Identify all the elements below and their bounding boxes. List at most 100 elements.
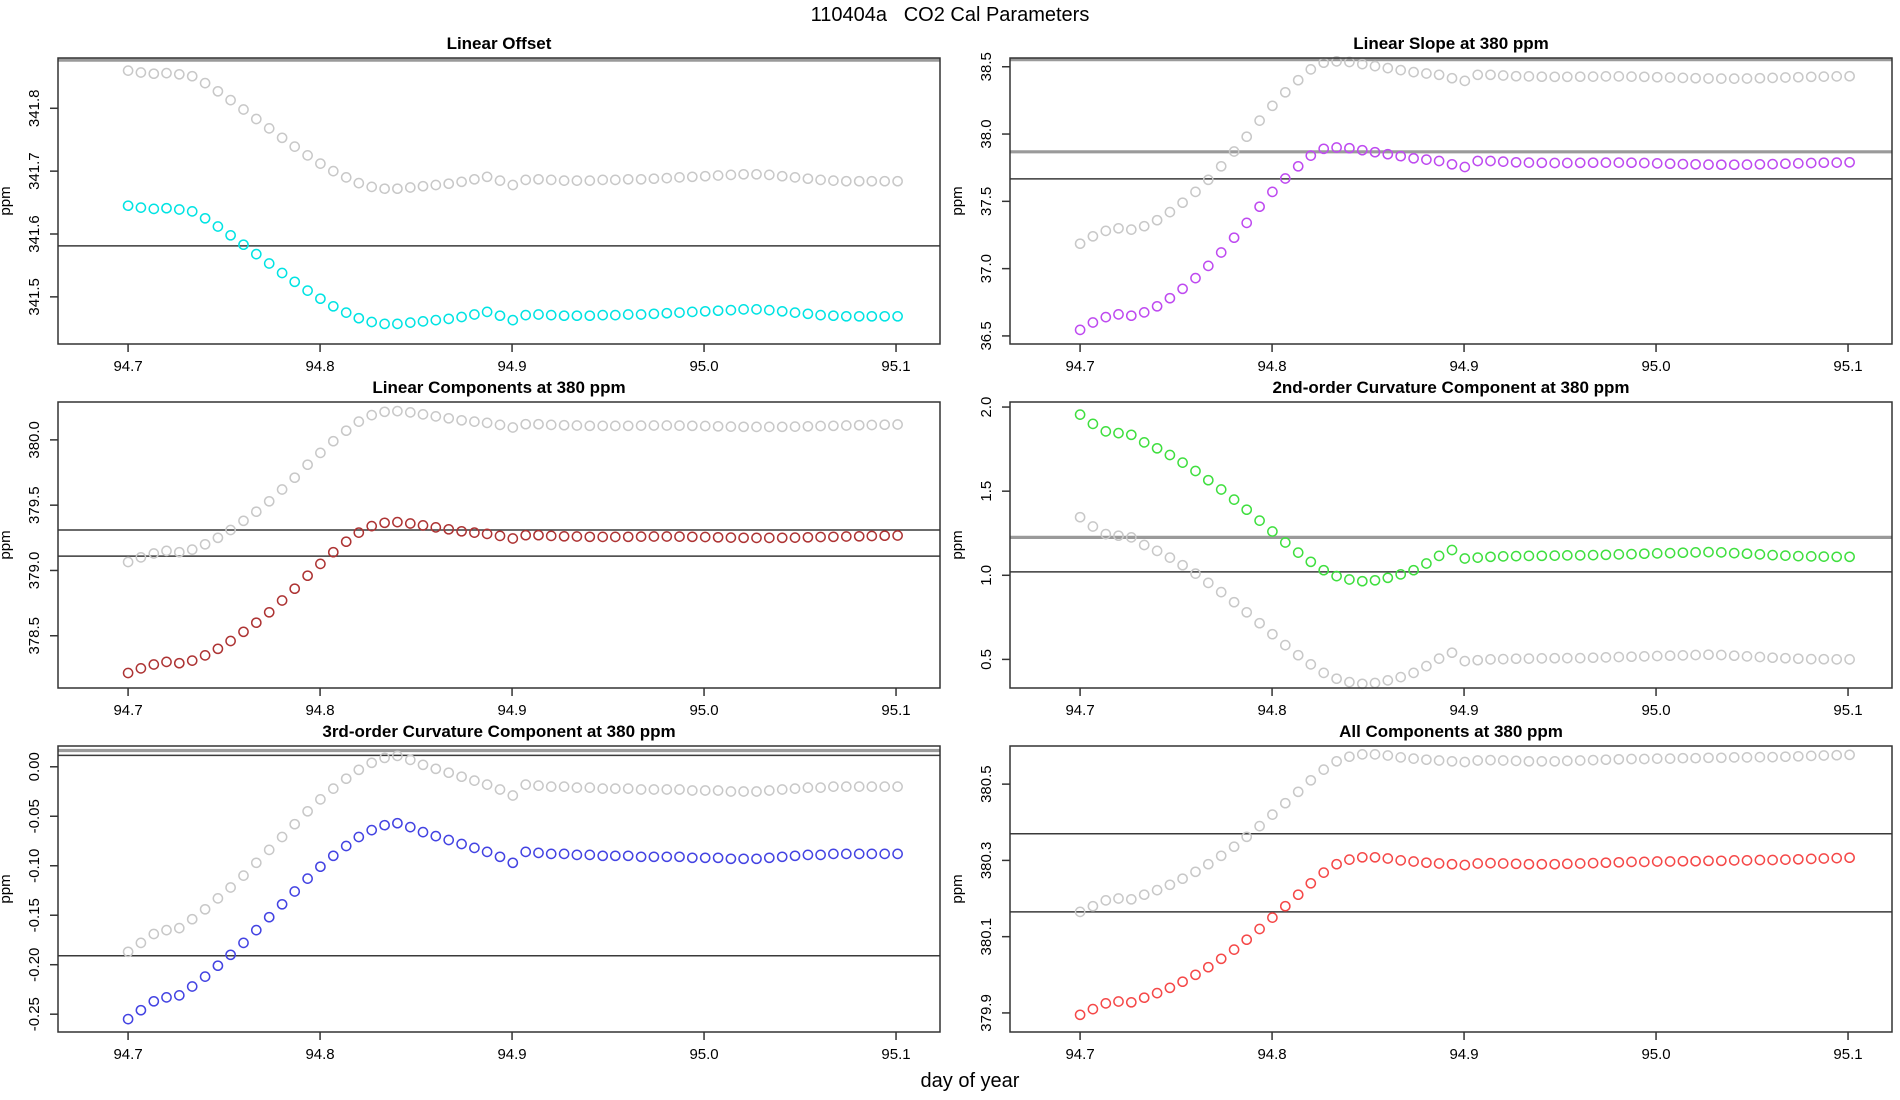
data-point-reference [1113, 530, 1124, 542]
data-point-reference [674, 172, 685, 183]
y-tick-label: -0.10 [26, 849, 43, 883]
data-point-parameter [1574, 858, 1586, 869]
data-point-reference [1369, 677, 1381, 689]
data-point-parameter [1690, 158, 1701, 170]
data-point-reference [1228, 146, 1240, 157]
data-point-parameter [1805, 551, 1817, 562]
data-point-parameter [1844, 852, 1855, 864]
data-point-parameter [840, 848, 852, 860]
data-point-reference [1831, 749, 1843, 761]
data-point-parameter [1190, 969, 1201, 981]
data-point-reference [763, 169, 775, 181]
data-point-parameter [866, 530, 878, 542]
data-point-reference [1536, 653, 1548, 664]
data-point-reference [686, 420, 698, 432]
data-point-reference [545, 174, 557, 186]
data-point-parameter [404, 821, 416, 833]
data-point-parameter [533, 529, 544, 541]
data-point-reference [520, 418, 532, 430]
data-point-reference [456, 771, 467, 783]
data-point-reference [648, 420, 660, 431]
data-point-reference [584, 175, 596, 186]
x-tick-label: 94.8 [305, 702, 334, 719]
data-point-parameter [302, 873, 313, 884]
data-point-parameter [686, 306, 698, 318]
data-point-parameter [122, 667, 134, 679]
data-point-reference [1844, 654, 1855, 665]
data-point-parameter [1844, 551, 1855, 563]
panel-linear-components: 94.7 94.8 94.9 95.0 95.1 378.5 379.0 379.5 380.0… [0, 378, 941, 719]
data-point-reference [661, 420, 673, 431]
data-point-reference [1818, 71, 1830, 82]
data-point-reference [1215, 586, 1227, 598]
data-point-reference [776, 784, 788, 795]
data-point-reference [315, 158, 326, 169]
data-point-reference [751, 786, 762, 797]
data-point-reference [571, 420, 583, 431]
data-point-reference [1523, 71, 1535, 82]
data-point-reference [1754, 751, 1766, 763]
data-point-reference [866, 175, 878, 187]
data-point-parameter [802, 308, 814, 320]
data-point-reference [481, 171, 493, 183]
data-point-reference [417, 180, 429, 192]
data-point-parameter [1369, 851, 1381, 863]
data-point-parameter [712, 305, 724, 317]
data-point-reference [1395, 671, 1407, 683]
data-point-reference [1523, 653, 1535, 664]
y-axis-title: ppm [0, 874, 14, 903]
data-point-parameter [571, 310, 583, 322]
data-point-parameter [738, 304, 749, 315]
data-point-parameter [802, 531, 814, 543]
data-point-reference [289, 472, 301, 484]
plot-border [1009, 745, 1893, 1033]
y-tick-label: 38.5 [978, 52, 995, 81]
data-point-parameter [161, 202, 172, 214]
data-point-reference [1177, 197, 1188, 209]
data-point-parameter [1331, 570, 1342, 582]
data-point-parameter [122, 1013, 134, 1025]
data-point-parameter [1485, 857, 1496, 869]
data-point-parameter [263, 606, 275, 618]
data-point-parameter [327, 850, 339, 862]
data-point-parameter [674, 307, 685, 318]
data-point-reference [1780, 751, 1791, 763]
x-tick-label: 95.1 [1833, 358, 1862, 375]
data-point-parameter [238, 239, 249, 251]
data-point-parameter [1421, 857, 1432, 869]
data-point-parameter [469, 309, 480, 320]
data-point-parameter [1446, 158, 1458, 170]
data-point-reference [828, 175, 839, 186]
data-point-parameter [789, 532, 801, 543]
data-point-reference [263, 844, 275, 856]
data-point-reference [250, 506, 262, 518]
x-tick-label: 94.8 [1257, 358, 1286, 375]
data-point-parameter [1292, 889, 1304, 901]
data-point-parameter [584, 310, 596, 322]
panel-title: Linear Offset [447, 34, 552, 53]
data-point-reference [315, 794, 326, 805]
data-point-parameter [1549, 550, 1561, 561]
data-point-reference [1613, 71, 1625, 82]
data-point-parameter [1164, 982, 1176, 994]
data-point-reference [199, 538, 211, 550]
data-point-parameter [1151, 300, 1163, 312]
data-point-reference [674, 784, 685, 795]
y-tick-label: 37.5 [978, 187, 995, 216]
data-point-reference [1805, 653, 1817, 665]
data-point-reference [892, 175, 903, 187]
data-point-parameter [1267, 186, 1278, 198]
data-point-reference [892, 419, 903, 430]
data-point-reference [1241, 831, 1253, 843]
data-point-reference [558, 175, 570, 186]
data-point-parameter [1113, 996, 1124, 1007]
data-point-parameter [1651, 548, 1663, 559]
data-point-reference [1690, 752, 1701, 764]
data-point-parameter [1344, 854, 1355, 865]
data-point-parameter [392, 817, 403, 829]
data-point-reference [879, 419, 891, 431]
data-point-parameter [584, 849, 596, 861]
data-point-parameter [597, 850, 609, 862]
data-point-parameter [1780, 854, 1791, 865]
data-point-reference [1421, 660, 1432, 672]
